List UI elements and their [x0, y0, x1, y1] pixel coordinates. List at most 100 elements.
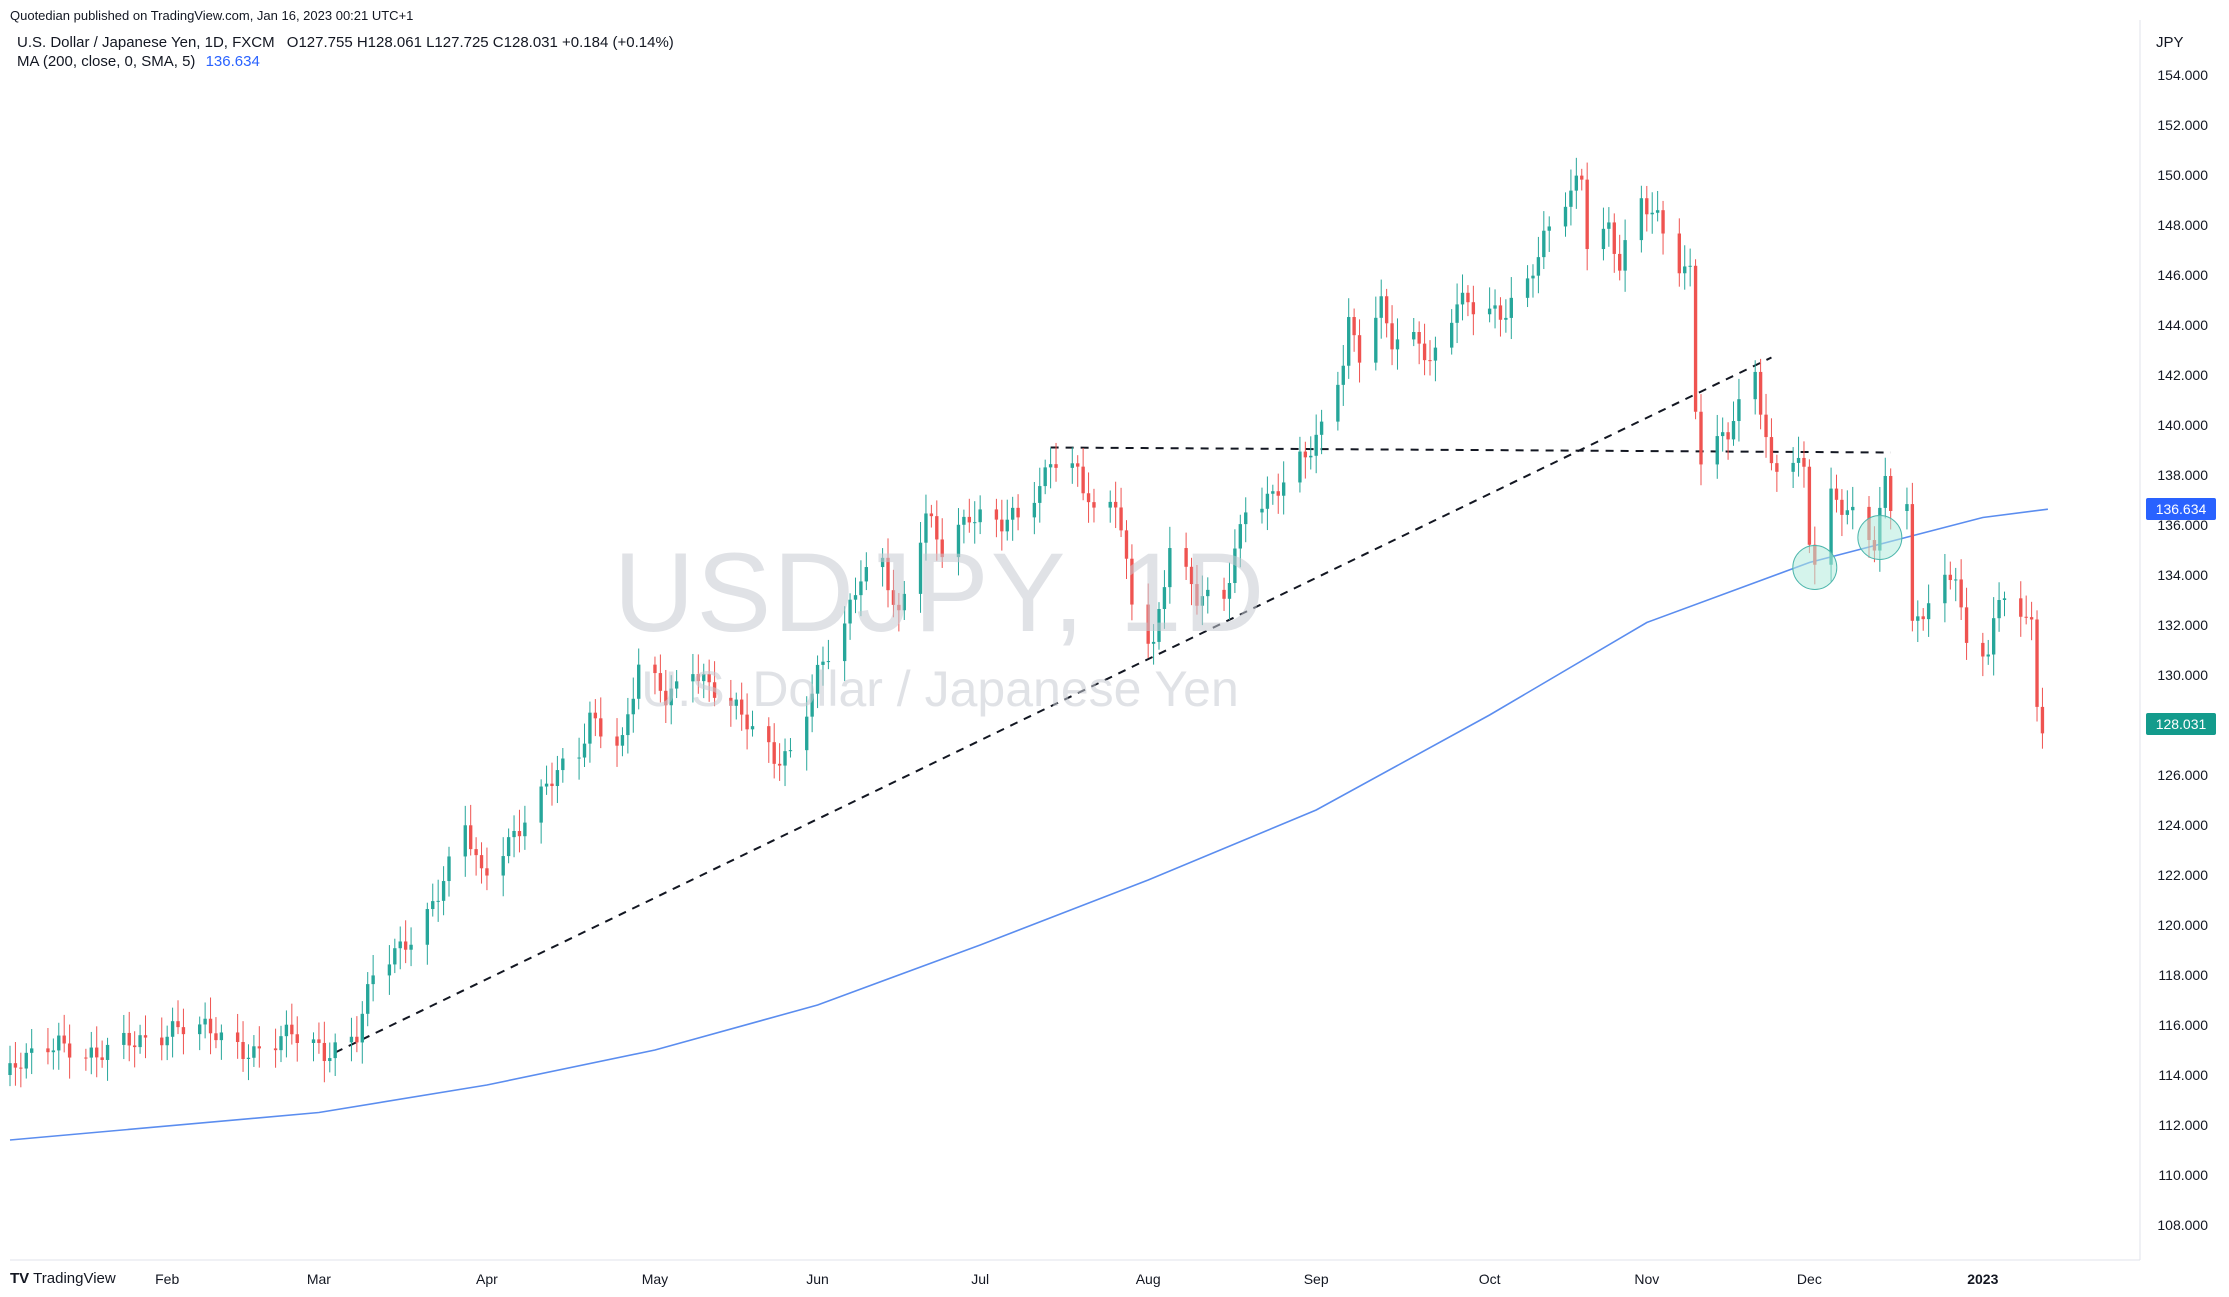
- candle: [2024, 595, 2028, 625]
- candle: [1493, 289, 1497, 329]
- candle: [1991, 597, 1996, 676]
- candle: [1119, 487, 1123, 538]
- candle: [1092, 488, 1096, 523]
- candle: [1428, 340, 1432, 376]
- candle: [1563, 192, 1568, 237]
- candle: [1834, 474, 1839, 513]
- y-tick-label: 120.000: [2157, 917, 2208, 933]
- candle-body: [485, 868, 489, 876]
- symbol-line: U.S. Dollar / Japanese Yen, 1D, FXCM O12…: [17, 34, 674, 51]
- candle-body: [1655, 210, 1660, 213]
- x-tick-label: Nov: [1634, 1271, 1659, 1287]
- candle-body: [880, 557, 885, 568]
- candle: [880, 548, 885, 587]
- candle: [398, 926, 402, 970]
- candle: [295, 1016, 299, 1062]
- candle-body: [593, 712, 598, 719]
- candle-body: [1238, 524, 1242, 549]
- ohlc-values: O127.755 H128.061 L127.725 C128.031 +0.1…: [286, 34, 674, 51]
- candle-body: [1981, 642, 1985, 657]
- candle-body: [1954, 579, 1958, 581]
- candle-body: [219, 1032, 224, 1041]
- candle: [615, 718, 619, 767]
- candle-body: [1341, 365, 1345, 385]
- candle: [8, 1045, 12, 1087]
- candle-body: [1466, 292, 1470, 303]
- y-tick-label: 142.000: [2157, 367, 2208, 383]
- candle: [1981, 632, 1985, 677]
- candle-body: [355, 1036, 359, 1043]
- candle-body: [57, 1035, 61, 1051]
- candle-body: [620, 735, 625, 746]
- candle-body: [1076, 463, 1080, 467]
- candle-body: [1271, 491, 1275, 494]
- candle: [143, 1015, 148, 1059]
- candle-body: [2019, 598, 2023, 617]
- ma-legend[interactable]: MA (200, close, 0, SMA, 5) 136.634: [17, 53, 260, 70]
- y-tick-label: 154.000: [2157, 67, 2208, 83]
- y-tick-label: 126.000: [2157, 767, 2208, 783]
- candle: [1569, 169, 1573, 226]
- candle: [1737, 378, 1741, 442]
- candle-body: [1417, 332, 1421, 344]
- candle-body: [664, 690, 668, 706]
- candle: [864, 552, 869, 591]
- candle: [1113, 481, 1118, 529]
- watermark-name: U.S. Dollar / Japanese Yen: [641, 661, 1239, 717]
- candle: [1309, 436, 1313, 470]
- candle: [62, 1014, 66, 1053]
- candle-body: [1834, 488, 1839, 500]
- candle: [1905, 487, 1909, 530]
- tradingview-logo[interactable]: TV TradingView: [10, 1270, 116, 1287]
- candle: [1265, 476, 1270, 531]
- candle-body: [246, 1057, 251, 1059]
- candle-body: [84, 1057, 88, 1059]
- candle: [138, 1024, 142, 1054]
- candle-body: [712, 682, 717, 698]
- candle: [387, 945, 392, 995]
- candle-body: [360, 1013, 364, 1043]
- candle-body: [1964, 607, 1969, 643]
- candle-body: [235, 1032, 240, 1043]
- y-tick-label: 150.000: [2157, 167, 2208, 183]
- candle: [2002, 591, 2007, 617]
- candle: [447, 846, 451, 897]
- candle: [1352, 308, 1356, 352]
- candle-body: [935, 516, 939, 540]
- candle: [1910, 482, 1915, 632]
- highlight-circles-layer: [1792, 515, 1903, 590]
- candle: [1764, 393, 1768, 458]
- y-tick-label: 134.000: [2157, 567, 2208, 583]
- candle-body: [1764, 414, 1768, 438]
- candle-body: [1504, 317, 1508, 320]
- candle: [241, 1021, 245, 1072]
- candle: [929, 504, 934, 528]
- candle: [512, 815, 516, 858]
- candle-body: [1298, 451, 1302, 483]
- candle-body: [729, 697, 733, 706]
- candle-body: [279, 1036, 283, 1051]
- candle: [1655, 190, 1660, 222]
- candle: [409, 927, 413, 967]
- candle-body: [1357, 335, 1362, 363]
- candle-body: [1428, 360, 1432, 362]
- candle-body: [772, 742, 776, 764]
- candle-body: [1281, 482, 1286, 496]
- candle-body: [1910, 504, 1915, 621]
- candle-body: [1309, 455, 1313, 458]
- candle-body: [328, 1058, 332, 1062]
- candle: [1726, 422, 1730, 460]
- candle-body: [853, 595, 858, 600]
- y-tick-label: 148.000: [2157, 217, 2208, 233]
- candle-body: [1000, 519, 1004, 532]
- candle: [826, 639, 831, 670]
- watermark-symbol: USDJPY, 1D: [613, 530, 1267, 655]
- candle-body: [1943, 574, 1947, 604]
- tradingview-logo-icon: TV: [10, 1270, 30, 1287]
- candle-body: [669, 688, 673, 706]
- candle-body: [1233, 548, 1237, 584]
- candle-body: [1959, 579, 1963, 608]
- candle-body: [1048, 464, 1053, 468]
